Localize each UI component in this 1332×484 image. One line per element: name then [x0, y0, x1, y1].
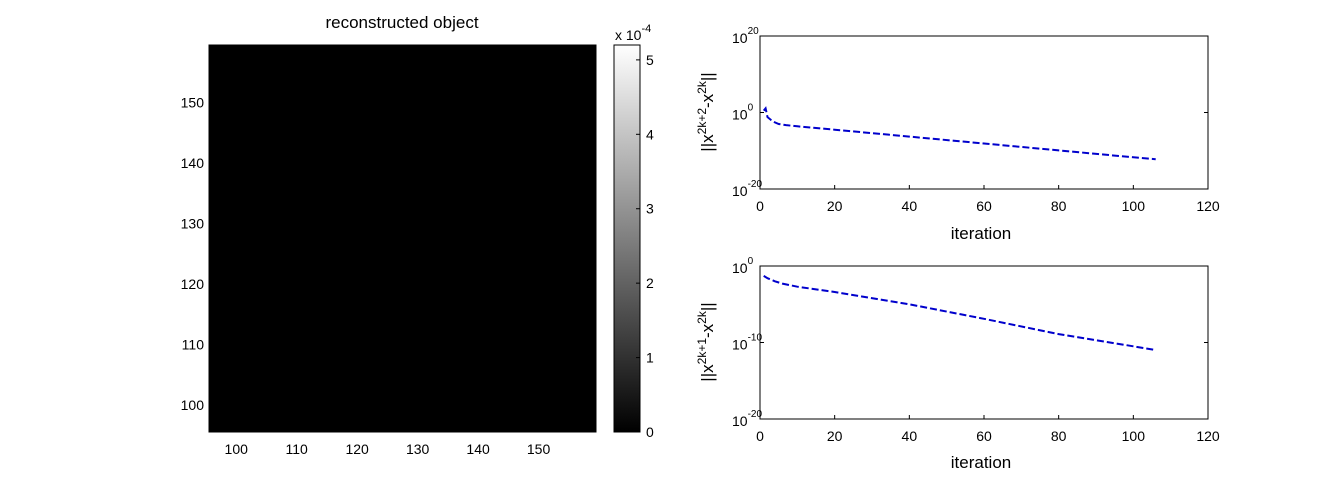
colorbar-tick-label: 0 — [646, 424, 654, 440]
heatmap-x-tick-label: 150 — [527, 441, 551, 457]
bottom-plot-y-tick-label: 10-20 — [732, 409, 762, 429]
top-plot-xlabel: iteration — [951, 224, 1011, 243]
top-plot-y-tick-label: 1020 — [732, 26, 759, 46]
heatmap-x-tick-label: 130 — [406, 441, 430, 457]
bottom-plot-y-tick-label: 100 — [732, 256, 754, 276]
bottom-plot-x-tick-label: 20 — [827, 428, 843, 444]
top-plot-x-tick-label: 0 — [756, 198, 764, 214]
heatmap-y-tick-label: 100 — [181, 397, 205, 413]
heatmap-y-tick-label: 120 — [181, 276, 205, 292]
heatmap-axes-box — [208, 44, 597, 433]
heatmap-x-ticks: 100 110 120 130 140 150 — [225, 428, 551, 457]
top-plot-axes — [759, 35, 1209, 190]
colorbar-multiplier: x 10-4 — [615, 23, 651, 43]
colorbar — [613, 44, 641, 433]
heatmap-x-tick-label: 110 — [286, 441, 309, 457]
bottom-plot-x-tick-label: 0 — [756, 428, 764, 444]
colorbar-tick-label: 5 — [646, 52, 654, 68]
heatmap-x-tick-label: 120 — [345, 441, 369, 457]
bottom-plot-series-line — [763, 275, 1156, 352]
top-plot-y-tick-label: 10-20 — [732, 179, 762, 199]
bottom-plot-x-tick-label: 120 — [1196, 428, 1220, 444]
bottom-plot-x-tick-label: 100 — [1122, 428, 1146, 444]
heatmap-x-tick-label: 140 — [466, 441, 490, 457]
bottom-plot-x-tick-label: 60 — [976, 428, 992, 444]
top-plot-x-tick-label: 100 — [1122, 198, 1146, 214]
bottom-plot-x-tick-label: 80 — [1051, 428, 1067, 444]
heatmap-image — [209, 45, 596, 432]
top-plot-x-tick-label: 60 — [976, 198, 992, 214]
heatmap-x-tick-label: 100 — [225, 441, 249, 457]
top-plot-ylabel: ||x2k+2-x2k|| — [695, 72, 717, 151]
colorbar-tick-label: 3 — [646, 201, 654, 217]
bottom-plot-y-tick-label: 10-10 — [732, 333, 762, 353]
top-plot-ticks: 0 20 40 60 80 100 120 1020 100 10-20 — [732, 26, 1220, 214]
heatmap-background — [209, 45, 596, 432]
heatmap-y-tick-label: 110 — [182, 336, 205, 352]
heatmap-title: reconstructed object — [325, 13, 478, 32]
colorbar-ticks: 0 1 2 3 4 5 — [636, 52, 654, 440]
top-plot-x-tick-label: 20 — [827, 198, 843, 214]
bottom-plot-ticks: 0 20 40 60 80 100 120 100 10-10 10-20 — [732, 256, 1220, 444]
bottom-plot-x-tick-label: 40 — [902, 428, 918, 444]
heatmap-y-tick-label: 130 — [181, 215, 205, 231]
heatmap-y-tick-label: 150 — [181, 94, 205, 110]
top-plot-y-tick-label: 100 — [732, 103, 754, 123]
bottom-plot-ylabel: ||x2k+1-x2k|| — [695, 302, 717, 381]
bottom-plot-xlabel: iteration — [951, 453, 1011, 472]
colorbar-tick-label: 2 — [646, 275, 654, 291]
bottom-plot-axes — [759, 265, 1209, 420]
top-plot-series-line — [762, 106, 1156, 161]
heatmap-y-tick-label: 140 — [181, 155, 205, 171]
colorbar-tick-label: 1 — [646, 350, 654, 366]
top-plot-x-tick-label: 80 — [1051, 198, 1067, 214]
top-plot-x-tick-label: 120 — [1196, 198, 1220, 214]
colorbar-tick-label: 4 — [646, 126, 654, 142]
heatmap-y-ticks: 100 110 120 130 140 150 — [181, 94, 213, 413]
top-plot-x-tick-label: 40 — [902, 198, 918, 214]
